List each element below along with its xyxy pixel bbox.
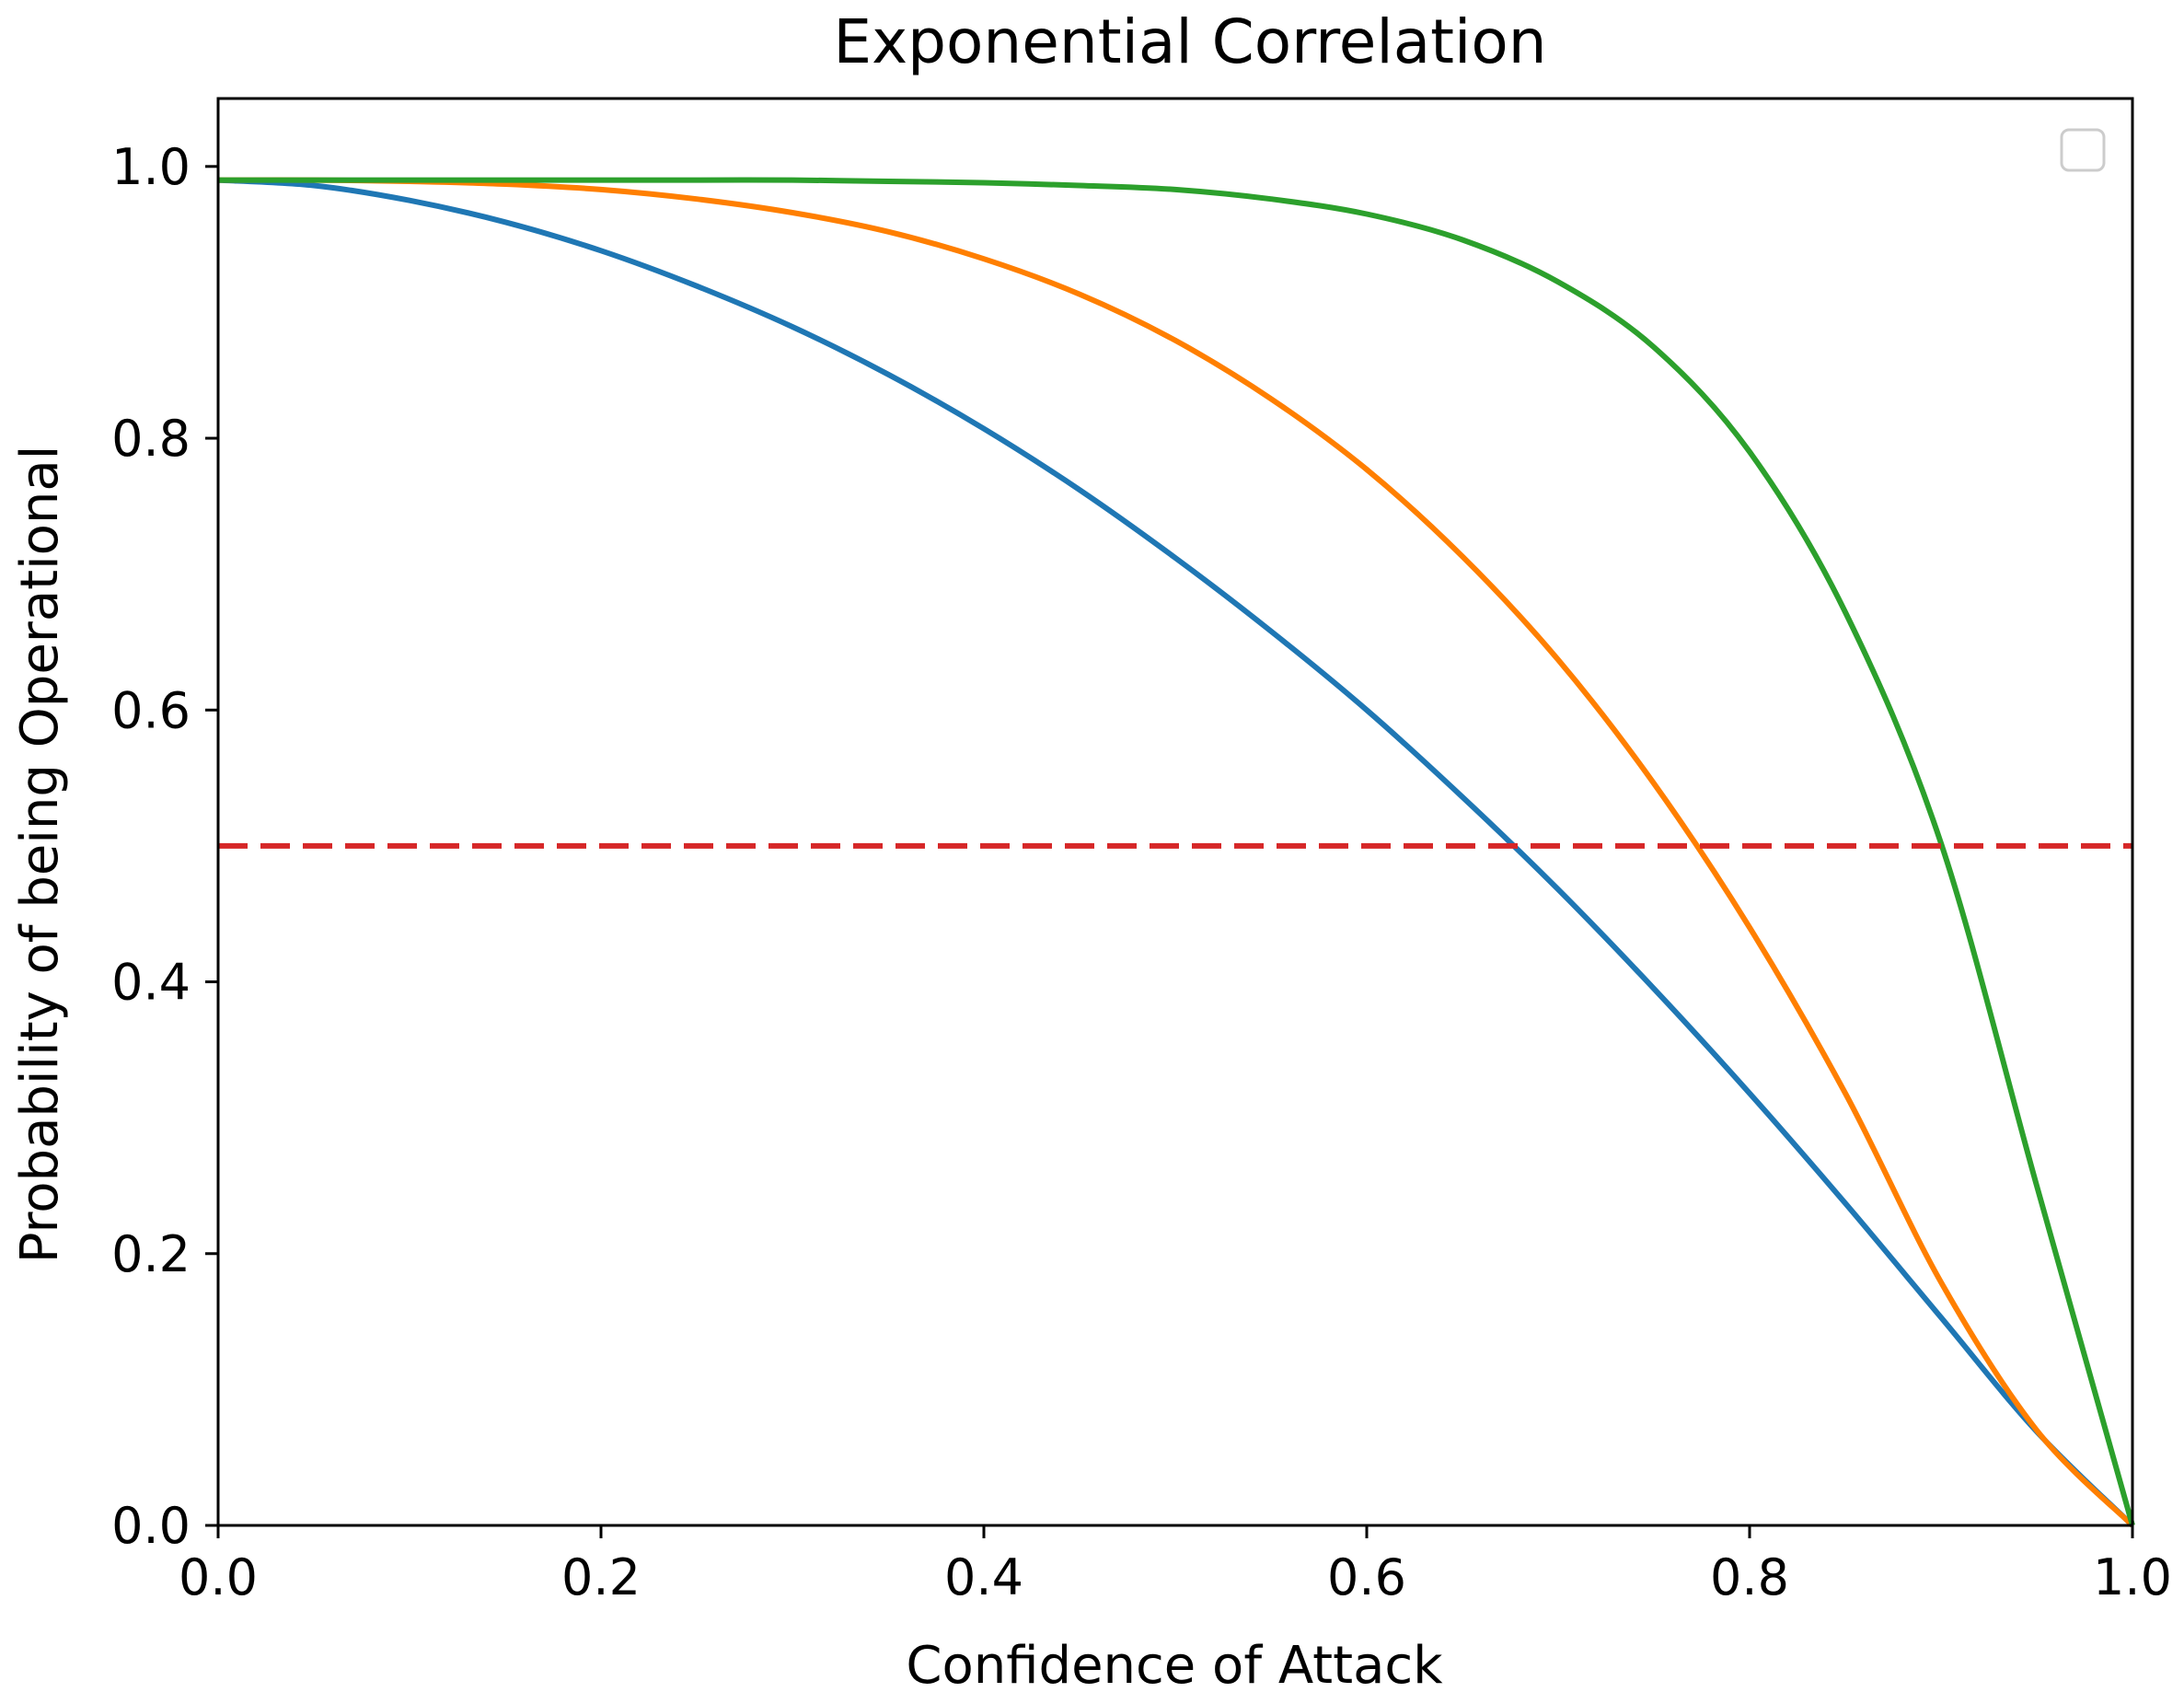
line-series-orange (217, 177, 2135, 1528)
chart-title: Exponential Correlation (833, 6, 1546, 77)
x-tick-label: 0.8 (1710, 1548, 1789, 1606)
line-series-green (218, 177, 2135, 1526)
y-axis-label: Probability of being Operational (10, 446, 70, 1264)
plot-area: 0.0 0.2 0.4 0.6 0.8 1.0 0.0 0.2 0.4 0.6 0.8 1.0 (111, 97, 2172, 1606)
axes-frame (216, 97, 2134, 1527)
x-tick-label: 0.4 (944, 1548, 1023, 1606)
y-tick-label: 0.0 (111, 1497, 191, 1555)
x-tick-label: 1.0 (2093, 1548, 2172, 1606)
y-tick-label: 0.4 (111, 954, 191, 1012)
y-tick-label: 1.0 (111, 138, 191, 196)
x-axis-label: Confidence of Attack (906, 1636, 1443, 1696)
line-series-blue (217, 177, 2135, 1528)
x-tick-label: 0.6 (1327, 1548, 1406, 1606)
y-tick-label: 0.2 (111, 1225, 191, 1283)
legend-box (2060, 128, 2106, 172)
x-tick-label: 0.0 (179, 1548, 258, 1606)
x-tick-label: 0.2 (561, 1548, 641, 1606)
y-tick-label: 0.8 (111, 410, 191, 468)
y-tick-label: 0.6 (111, 681, 191, 739)
